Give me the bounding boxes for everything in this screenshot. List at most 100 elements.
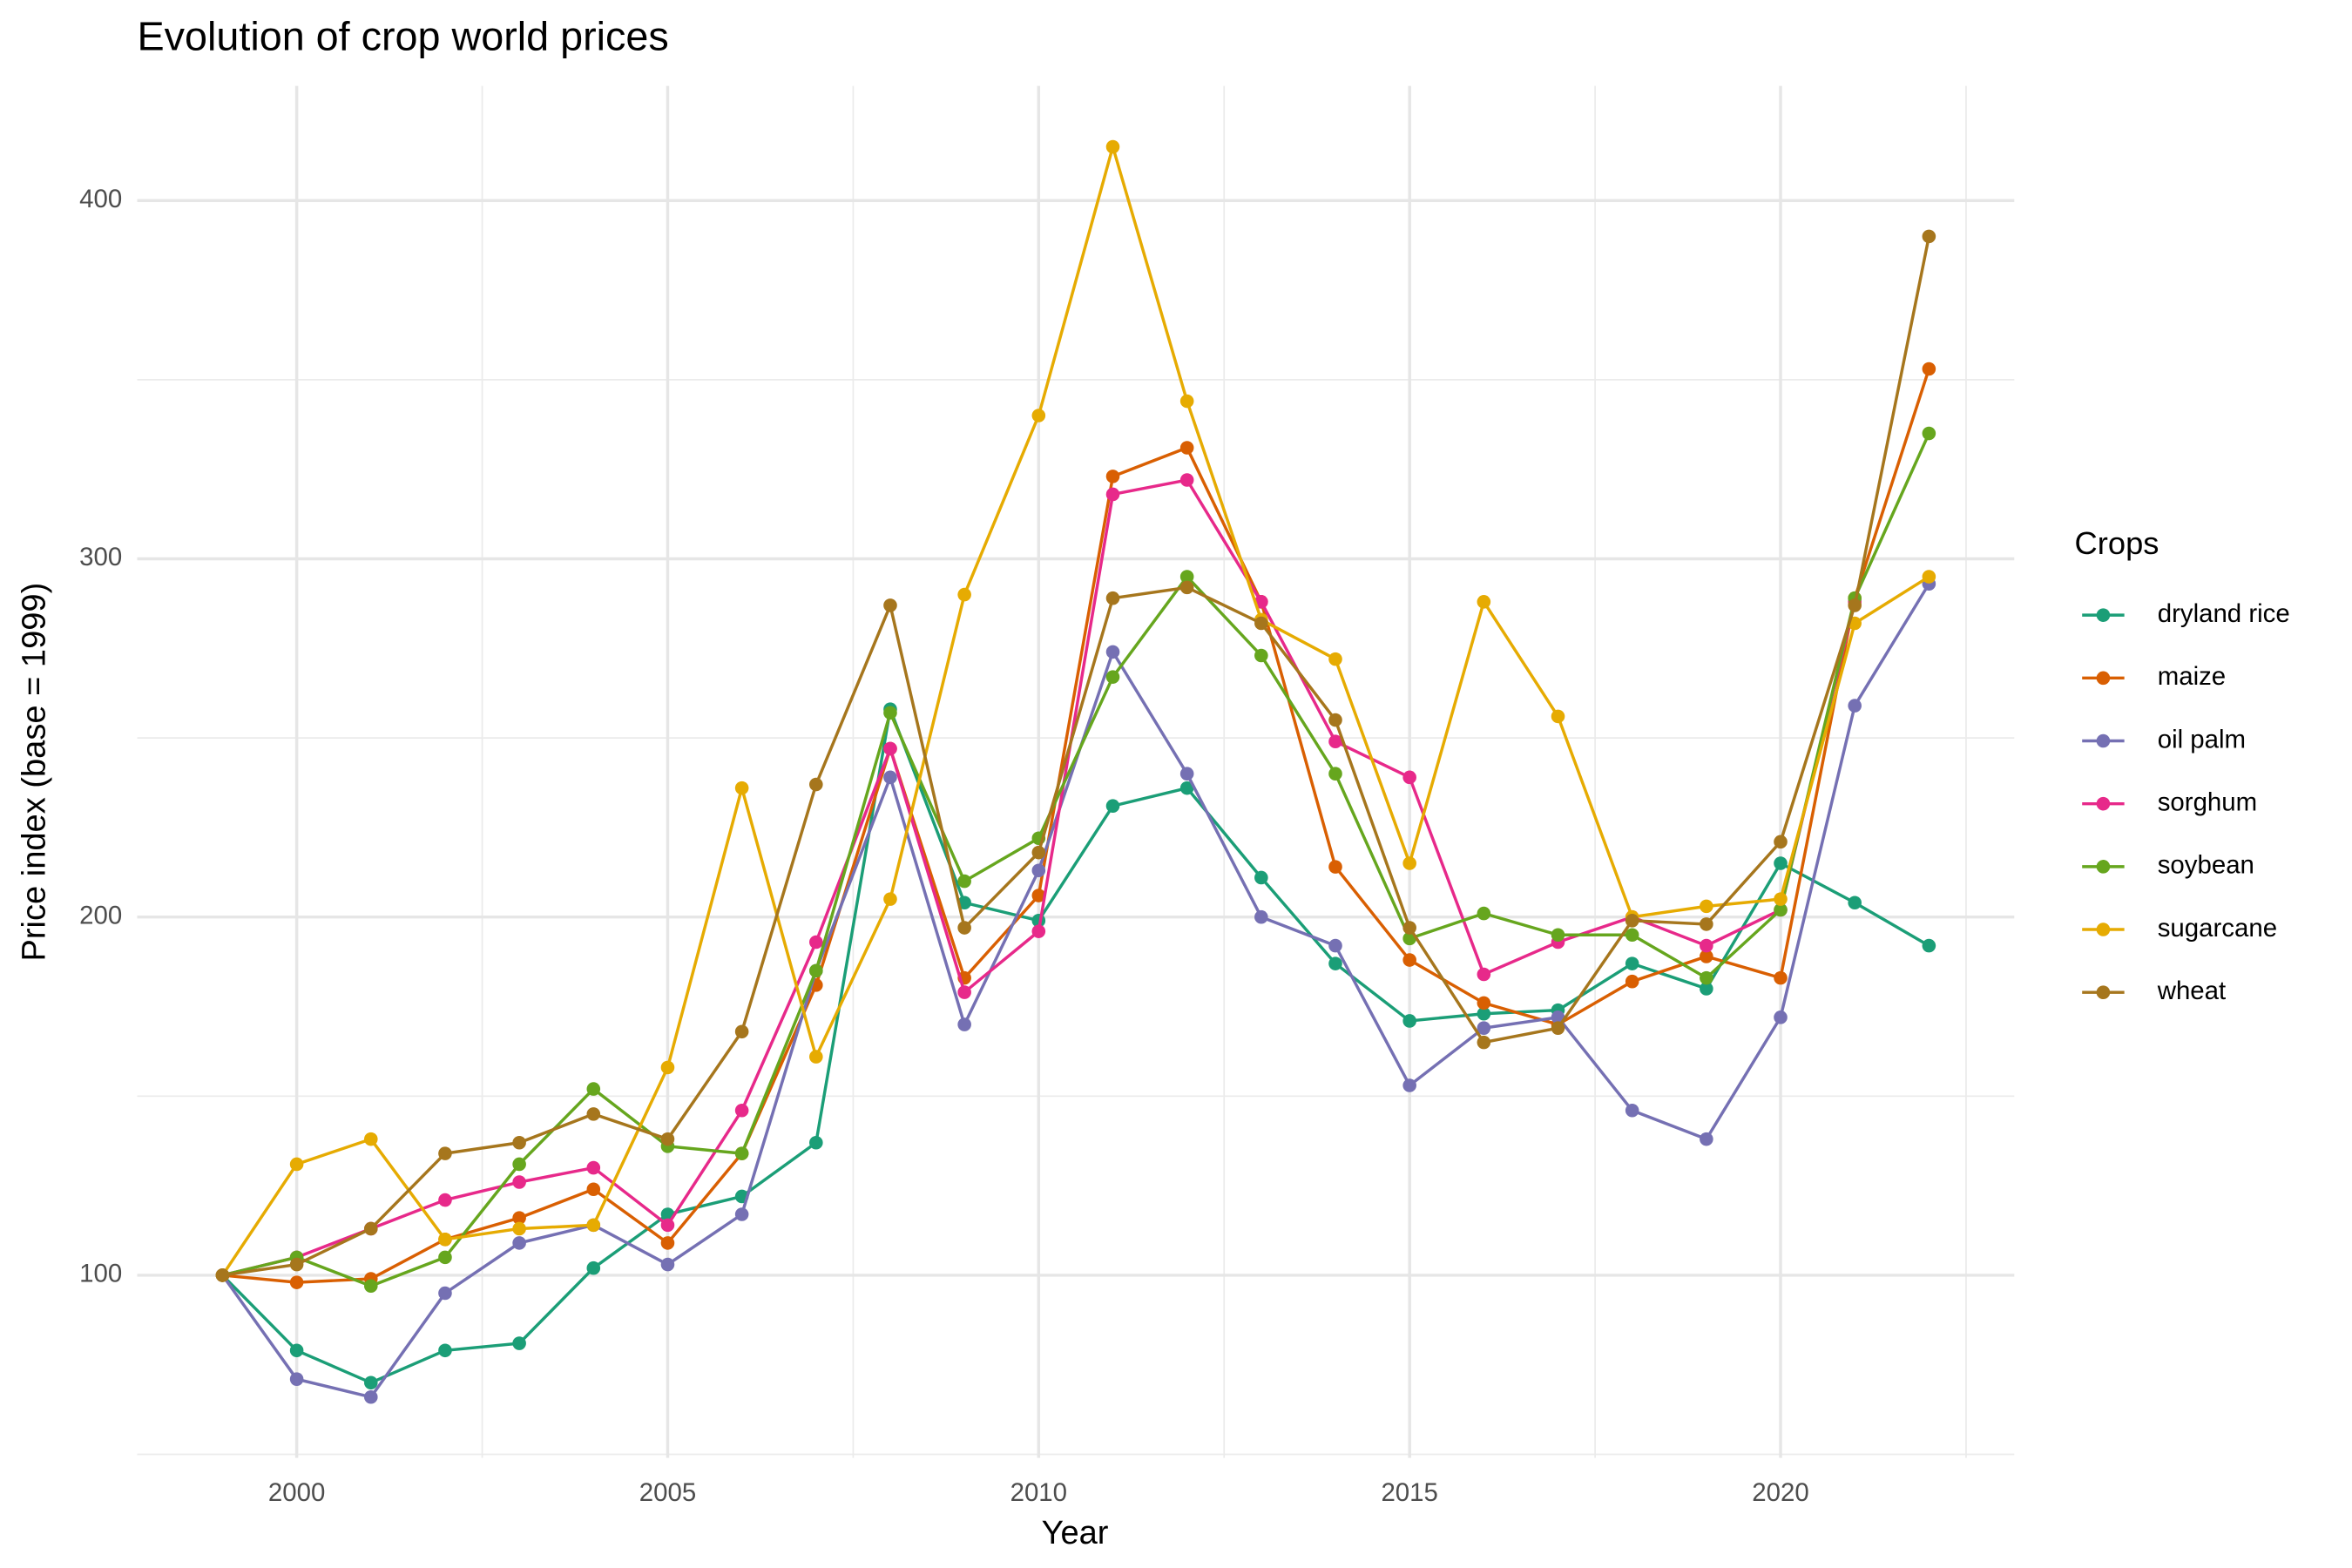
point — [1105, 645, 1120, 659]
legend-point — [2096, 733, 2111, 748]
point — [1328, 713, 1342, 727]
y-tick-label: 400 — [79, 185, 122, 213]
point — [1700, 982, 1713, 996]
point — [1774, 902, 1788, 917]
point — [1477, 1035, 1491, 1050]
point — [363, 1132, 378, 1146]
point — [1031, 889, 1046, 902]
point — [289, 1372, 304, 1386]
point — [660, 1060, 675, 1075]
legend-item: sugarcane — [2082, 914, 2277, 943]
point — [586, 1260, 601, 1275]
point — [660, 1257, 675, 1272]
point — [809, 777, 823, 792]
point — [1179, 781, 1194, 795]
point — [1402, 1078, 1416, 1092]
point — [1922, 229, 1936, 244]
legend-item: maize — [2082, 662, 2226, 691]
legend-label: sorghum — [2158, 787, 2257, 816]
legend-item: oil palm — [2082, 725, 2246, 754]
point — [512, 1157, 526, 1172]
point — [734, 1146, 749, 1160]
x-tick-label: 2015 — [1381, 1478, 1437, 1507]
point — [1848, 896, 1862, 910]
point — [1031, 863, 1046, 878]
point — [660, 1132, 675, 1146]
point — [1328, 860, 1342, 874]
point — [1477, 996, 1491, 1010]
legend-label: soybean — [2158, 851, 2254, 880]
point — [438, 1233, 452, 1247]
point — [586, 1182, 601, 1197]
legend-point — [2096, 860, 2111, 874]
point — [883, 598, 897, 612]
legend-label: oil palm — [2158, 725, 2246, 754]
point — [1922, 362, 1936, 376]
point — [1774, 856, 1788, 870]
series — [215, 426, 1936, 1294]
point — [1105, 799, 1120, 814]
point — [512, 1211, 526, 1225]
point — [1848, 598, 1862, 612]
point — [438, 1250, 452, 1265]
point — [363, 1375, 378, 1390]
point — [1105, 487, 1120, 502]
series — [215, 229, 1936, 1282]
point — [1700, 899, 1713, 914]
point — [1105, 670, 1120, 684]
y-tick-label: 300 — [79, 543, 122, 571]
legend-label: wheat — [2157, 977, 2226, 1005]
point — [809, 963, 823, 978]
point — [883, 770, 897, 785]
line — [222, 432, 1930, 1288]
point — [1700, 938, 1713, 953]
point — [734, 781, 749, 795]
series — [215, 139, 1936, 1282]
point — [363, 1389, 378, 1404]
point — [512, 1175, 526, 1189]
legend-title: Crops — [2075, 525, 2159, 561]
point — [1848, 699, 1862, 713]
legend-point — [2096, 923, 2111, 936]
line — [222, 236, 1931, 1277]
point — [438, 1193, 452, 1207]
point — [1774, 835, 1788, 849]
point — [1328, 938, 1342, 953]
point — [957, 985, 971, 999]
legend-point — [2096, 608, 2111, 622]
point — [1700, 970, 1713, 985]
point — [215, 1268, 230, 1282]
point — [1328, 734, 1342, 748]
y-tick-label: 100 — [79, 1260, 122, 1288]
point — [1551, 1021, 1565, 1035]
point — [660, 1218, 675, 1233]
legend-item: soybean — [2082, 851, 2254, 880]
point — [289, 1157, 304, 1172]
point — [1402, 770, 1416, 785]
point — [1105, 139, 1120, 154]
point — [1402, 856, 1416, 870]
legend-item: dryland rice — [2082, 599, 2290, 628]
line — [221, 141, 1930, 1276]
point — [512, 1221, 526, 1236]
point — [1328, 956, 1342, 970]
point — [512, 1336, 526, 1350]
point — [1774, 970, 1788, 985]
point — [1254, 616, 1268, 631]
point — [809, 935, 823, 950]
point — [1402, 953, 1416, 967]
point — [1031, 409, 1046, 422]
point — [1625, 928, 1639, 943]
point — [1402, 1014, 1416, 1028]
point — [1254, 870, 1268, 885]
point — [1179, 473, 1194, 487]
point — [289, 1275, 304, 1289]
point — [1922, 426, 1936, 441]
point — [1031, 924, 1046, 938]
point — [883, 741, 897, 756]
y-tick-label: 200 — [79, 901, 122, 929]
point — [1700, 950, 1713, 963]
point — [1774, 1010, 1788, 1024]
